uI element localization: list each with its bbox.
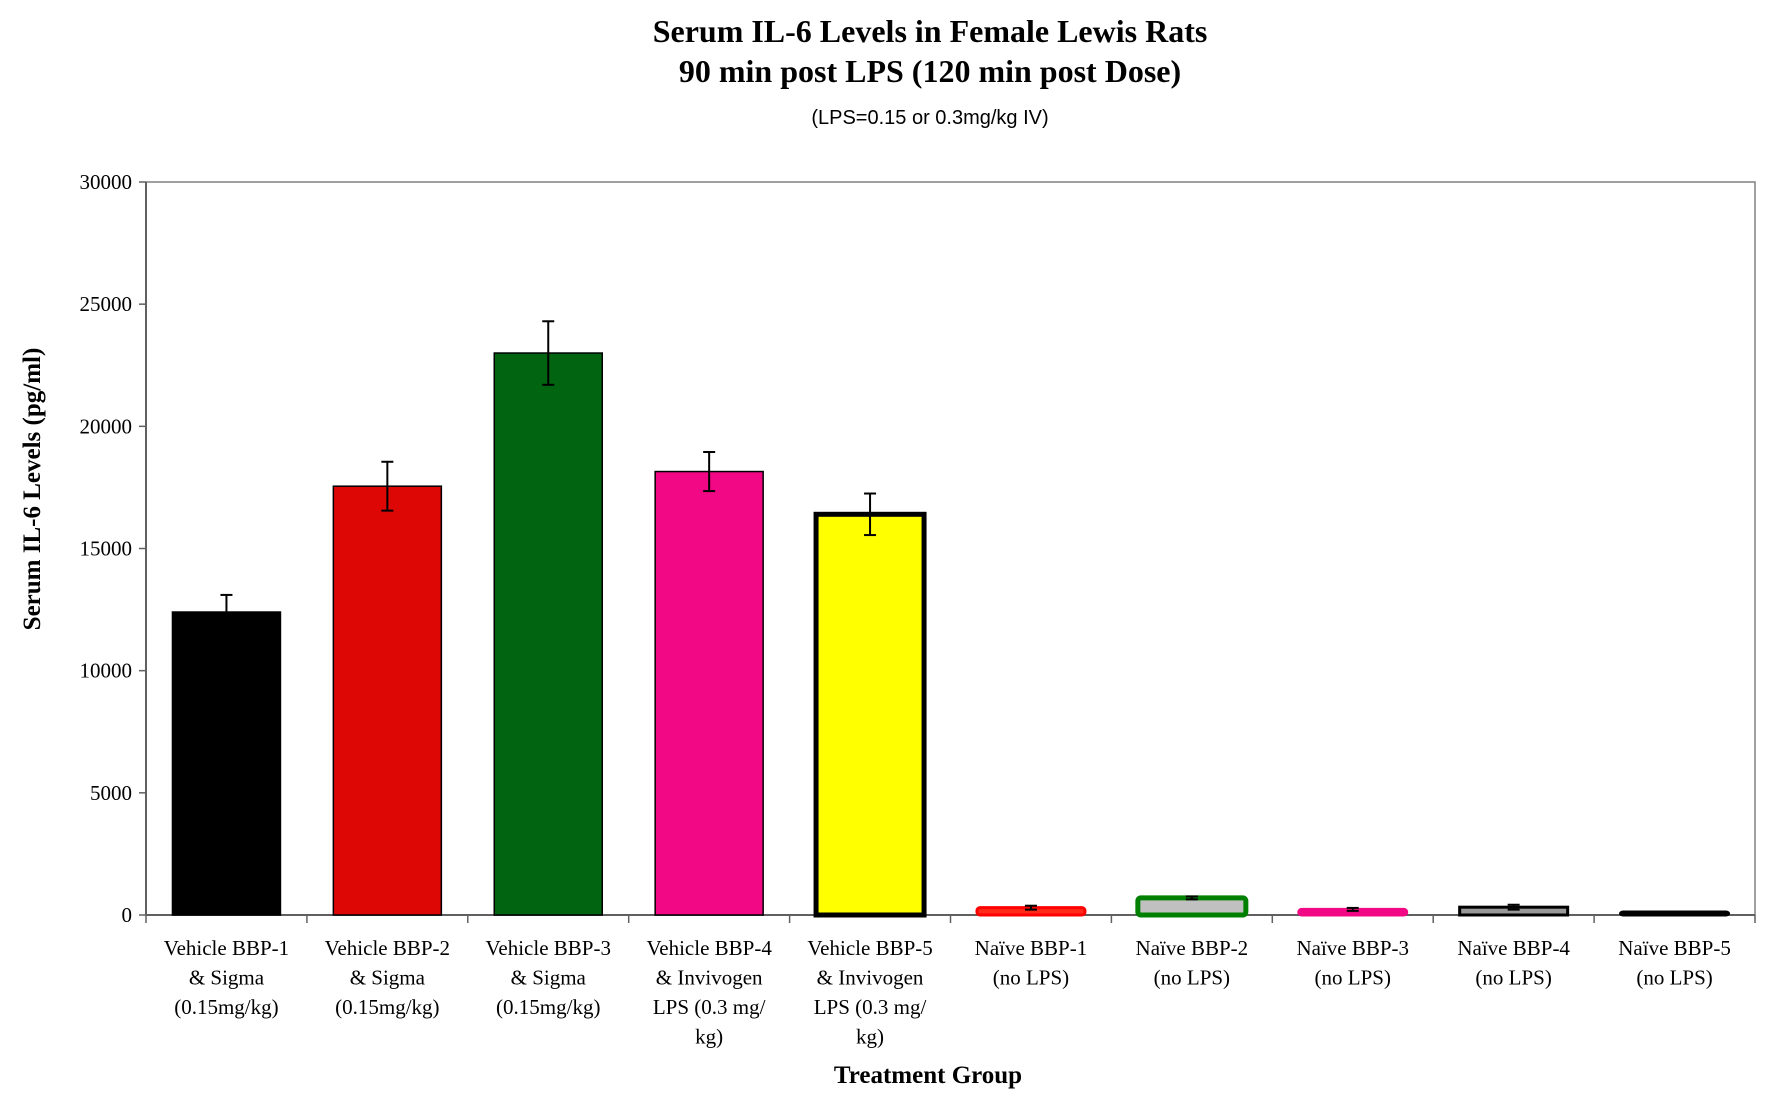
x-tick-label: Naïve BBP-2 bbox=[1136, 936, 1249, 960]
x-tick-label: (no LPS) bbox=[1154, 966, 1230, 990]
x-tick-label: (no LPS) bbox=[993, 966, 1069, 990]
bar bbox=[813, 511, 927, 918]
x-tick-label: Vehicle BBP-3 bbox=[486, 936, 611, 960]
y-axis-label: Serum IL-6 Levels (pg/ml) bbox=[19, 348, 46, 631]
x-tick-label: Vehicle BBP-5 bbox=[807, 936, 932, 960]
x-tick-label: & Invivogen bbox=[817, 966, 924, 990]
x-tick-label: & Sigma bbox=[350, 966, 426, 990]
x-tick-label: (0.15mg/kg) bbox=[496, 995, 600, 1019]
y-tick-label: 10000 bbox=[80, 659, 133, 683]
y-tick-label: 25000 bbox=[80, 292, 133, 316]
x-tick-label: LPS (0.3 mg/ bbox=[814, 995, 927, 1019]
x-tick-label: Vehicle BBP-1 bbox=[164, 936, 289, 960]
x-tick-label: Naïve BBP-3 bbox=[1296, 936, 1409, 960]
x-axis-label: Treatment Group bbox=[834, 1062, 1022, 1089]
y-tick-label: 15000 bbox=[80, 537, 133, 561]
x-tick-label: Naïve BBP-4 bbox=[1457, 936, 1570, 960]
chart-title-line-2: 90 min post LPS (120 min post Dose) bbox=[679, 53, 1181, 89]
x-tick-label: (0.15mg/kg) bbox=[174, 995, 278, 1019]
x-tick-label: Naïve BBP-1 bbox=[975, 936, 1088, 960]
x-tick-label: Vehicle BBP-4 bbox=[646, 936, 772, 960]
y-tick-label: 0 bbox=[122, 903, 133, 927]
chart-subtitle: (LPS=0.15 or 0.3mg/kg IV) bbox=[811, 107, 1048, 129]
x-tick-label: Naïve BBP-5 bbox=[1618, 936, 1731, 960]
x-tick-label: Vehicle BBP-2 bbox=[325, 936, 450, 960]
x-tick-label: (no LPS) bbox=[1475, 966, 1551, 990]
x-tick-label: & Invivogen bbox=[656, 966, 763, 990]
y-tick-label: 5000 bbox=[90, 781, 132, 805]
x-tick-label: (0.15mg/kg) bbox=[335, 995, 439, 1019]
x-tick-label: & Sigma bbox=[511, 966, 587, 990]
x-tick-label: kg) bbox=[856, 1025, 884, 1049]
x-tick-label: (no LPS) bbox=[1636, 966, 1712, 990]
x-tick-label: LPS (0.3 mg/ bbox=[653, 995, 766, 1019]
bar bbox=[332, 485, 443, 916]
x-tick-label: (no LPS) bbox=[1315, 966, 1391, 990]
bar bbox=[654, 470, 764, 916]
bar bbox=[1135, 895, 1249, 918]
bar bbox=[171, 611, 282, 916]
y-tick-label: 20000 bbox=[80, 414, 133, 438]
x-tick-label: kg) bbox=[695, 1025, 723, 1049]
bar bbox=[493, 352, 603, 916]
chart-title-line-1: Serum IL-6 Levels in Female Lewis Rats bbox=[653, 13, 1208, 49]
x-tick-label: & Sigma bbox=[189, 966, 265, 990]
y-tick-label: 30000 bbox=[80, 170, 133, 194]
